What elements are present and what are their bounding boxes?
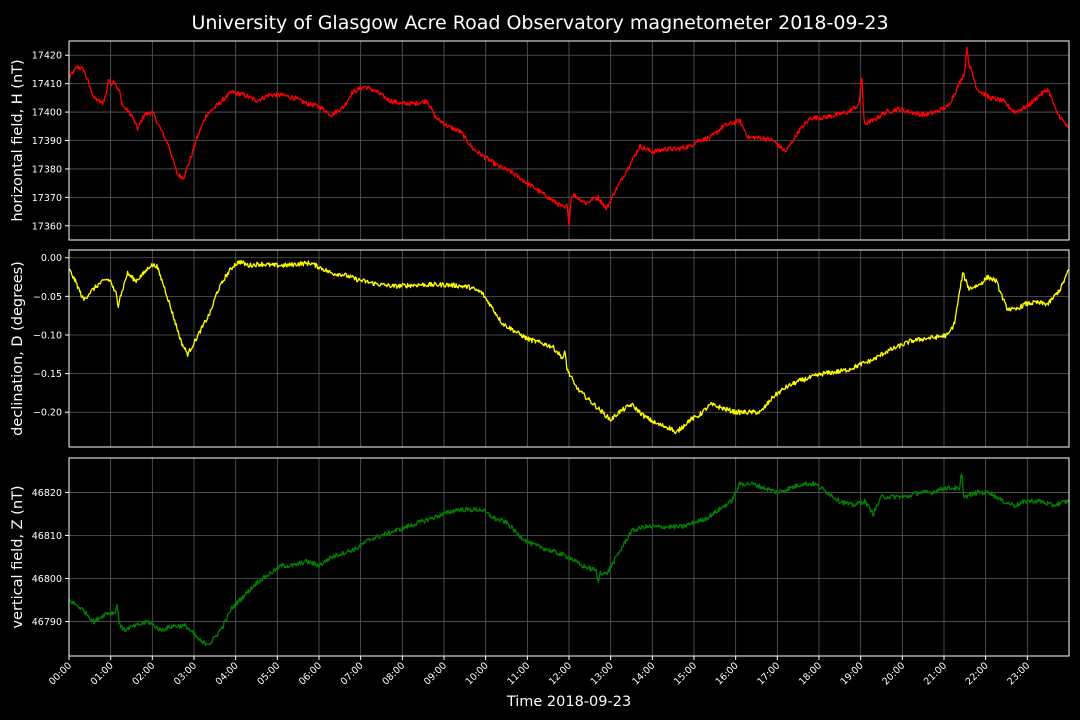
y-tick-label: 46800	[32, 574, 62, 585]
y-axis-label: horizontal field, H (nT)	[10, 59, 26, 221]
y-tick-label: 17360	[32, 221, 62, 232]
y-tick-label: 17420	[32, 51, 62, 62]
y-tick-label: −0.20	[33, 408, 62, 419]
y-axis-label: vertical field, Z (nT)	[10, 485, 26, 628]
y-tick-label: −0.15	[33, 369, 62, 380]
series-line	[68, 473, 1070, 647]
y-tick-label: −0.05	[33, 292, 62, 303]
y-tick-label: 46820	[32, 488, 62, 499]
y-tick-label: 0.00	[41, 253, 62, 264]
chart-title: University of Glasgow Acre Road Observat…	[191, 12, 888, 34]
y-tick-label: −0.10	[33, 330, 62, 341]
y-tick-label: 17400	[32, 108, 62, 119]
series-line	[68, 259, 1070, 435]
y-tick-label: 46810	[32, 531, 62, 542]
series-line	[68, 46, 1070, 227]
y-tick-label: 17370	[32, 193, 62, 204]
panel-frame	[68, 40, 1070, 241]
y-tick-label: 46790	[32, 617, 62, 628]
panel-1: 17360 17370 17380 17390 17400 17410 17420 horiz…	[10, 40, 1070, 241]
y-tick-label: 17410	[32, 79, 62, 90]
panel-frame	[68, 249, 1070, 448]
y-tick-label: 17390	[32, 136, 62, 147]
panel-2: 0.00 −0.05 −0.10 −0.15 −0.20 declination, D (…	[10, 249, 1070, 448]
x-axis-label: Time 2018-09-23	[506, 694, 631, 710]
y-axis-label: declination, D (degrees)	[10, 261, 26, 436]
y-tick-label: 17380	[32, 164, 62, 175]
